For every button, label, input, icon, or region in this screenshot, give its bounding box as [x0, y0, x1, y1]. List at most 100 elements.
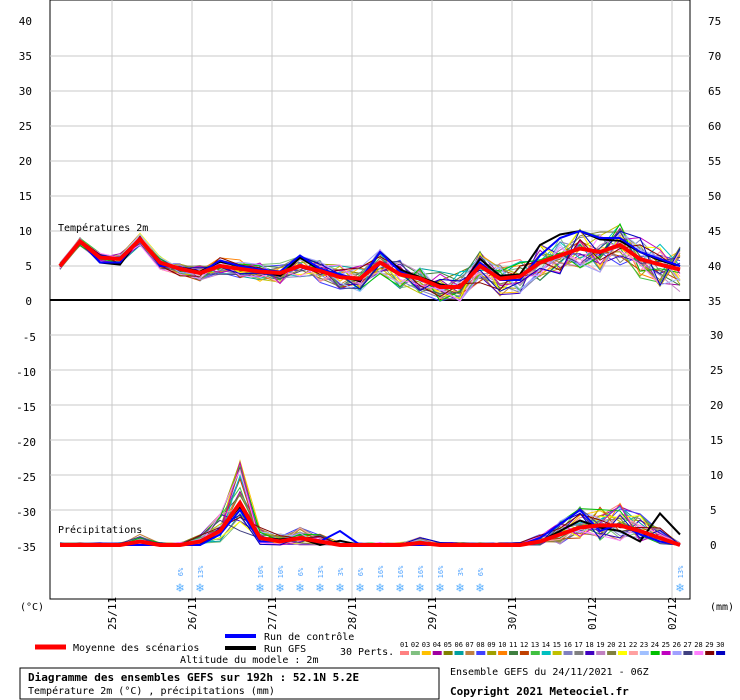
member-color-swatch: [509, 651, 518, 655]
member-color-swatch: [410, 651, 420, 655]
snow-percent-label: 10%: [277, 565, 285, 578]
snow-percent-label: 10%: [257, 565, 265, 578]
temp-right-tick-label: 40: [708, 260, 721, 273]
member-color-swatch: [607, 651, 617, 655]
member-number-label: 19: [596, 641, 604, 649]
member-number-label: 26: [673, 641, 681, 649]
legend-gfs-label: Run GFS: [264, 644, 306, 655]
member-color-swatch: [563, 651, 573, 655]
snowflake-icon: ❄: [375, 581, 384, 596]
temp-right-tick-label: 55: [708, 155, 721, 168]
member-number-label: 27: [683, 641, 691, 649]
temp-right-tick-label: 65: [708, 85, 721, 98]
member-number-label: 03: [422, 641, 430, 649]
ensemble-member-temp-line: [59, 222, 681, 302]
member-number-label: 05: [444, 641, 452, 649]
member-number-label: 24: [651, 641, 659, 649]
left-axis-ticks: 0 5 10 15 20 25 30 35 40 -5 -10 -15 -20 -25 -30 -35: [16, 15, 36, 554]
member-number-label: 09: [487, 641, 495, 649]
precip-left-tick-label: -35: [16, 541, 36, 554]
left-unit-label: (°C): [20, 602, 44, 613]
member-color-swatch: [716, 651, 726, 655]
temp-series-line: [59, 229, 681, 290]
precip-right-tick-label: 25: [710, 364, 723, 377]
member-color-swatch: [585, 651, 595, 655]
member-color-swatch: [661, 651, 671, 655]
date-tick-label: 29/11: [426, 597, 439, 630]
legend-mean-label: Moyenne des scénarios: [73, 642, 199, 654]
snow-indicators: 6% ❄ 13% ❄ 10% ❄ 10% ❄ 6% ❄ 13% ❄ 3% ❄ 6% ❄ 16% ❄ 16% ❄ 16% ❄…: [175, 565, 685, 596]
member-color-swatch: [705, 651, 715, 655]
member-color-swatch: [552, 651, 562, 655]
member-color-swatch: [498, 651, 508, 655]
member-number-label: 12: [520, 641, 528, 649]
member-number-label: 13: [531, 641, 539, 649]
member-color-swatch: [400, 651, 409, 655]
snow-percent-label: 13%: [197, 565, 205, 578]
member-number-label: 02: [411, 641, 419, 649]
member-number-label: 14: [542, 641, 550, 649]
snow-percent-label: 16%: [437, 565, 445, 578]
precip-left-tick-label: -15: [16, 401, 36, 414]
member-color-swatch: [639, 651, 649, 655]
temp-tick-label: 20: [19, 155, 32, 168]
snow-percent-label: 16%: [397, 565, 405, 578]
member-number-label: 29: [705, 641, 713, 649]
snowflake-icon: ❄: [675, 581, 684, 596]
snow-percent-label: 16%: [377, 565, 385, 578]
altitude-label: Altitude du modele : 2m: [180, 655, 318, 666]
date-tick-label: 02/12: [666, 597, 679, 630]
member-number-label: 07: [465, 641, 473, 649]
snowflake-icon: ❄: [275, 581, 284, 596]
date-axis-ticks: 25/11 26/11 27/11 28/11 29/11 30/11 01/12 02/12: [106, 597, 679, 630]
snowflake-icon: ❄: [355, 581, 364, 596]
ensemble-member-temp-line: [59, 230, 681, 294]
member-color-swatch: [487, 651, 497, 655]
member-number-label: 10: [498, 641, 506, 649]
temp-tick-label: 35: [19, 50, 32, 63]
snow-percent-label: 13%: [677, 565, 685, 578]
footer-title: Diagramme des ensembles GEFS sur 192h : …: [28, 671, 359, 684]
snow-percent-label: 3%: [457, 567, 465, 576]
snowflake-icon: ❄: [435, 581, 444, 596]
member-number-label: 18: [585, 641, 593, 649]
snowflake-icon: ❄: [175, 581, 184, 596]
snow-percent-label: 16%: [417, 565, 425, 578]
date-tick-label: 28/11: [346, 597, 359, 630]
member-number-label: 01: [400, 641, 408, 649]
date-tick-label: 26/11: [186, 597, 199, 630]
member-color-swatch: [530, 651, 540, 655]
member-swatches: 01 02 03 04 05 06 07 08 09 10 11 12 13 14 15 16 17 18 19 20…: [400, 641, 726, 655]
precip-right-tick-label: 10: [710, 469, 723, 482]
temp-tick-label: 15: [19, 190, 32, 203]
member-number-label: 16: [564, 641, 572, 649]
snow-percent-label: 6%: [297, 567, 305, 576]
snowflake-icon: ❄: [315, 581, 324, 596]
member-color-swatch: [574, 651, 584, 655]
member-number-label: 21: [618, 641, 626, 649]
legend-perts-label: 30 Perts.: [340, 647, 394, 658]
precip-series-line: [60, 499, 681, 547]
temp-tick-label: 40: [19, 15, 32, 28]
footer-run: Ensemble GEFS du 24/11/2021 - 06Z: [450, 667, 649, 678]
member-number-label: 08: [476, 641, 484, 649]
right-unit-label: (mm): [710, 602, 734, 613]
precip-left-tick-label: -20: [16, 436, 36, 449]
snowflake-icon: ❄: [475, 581, 484, 596]
snowflake-icon: ❄: [415, 581, 424, 596]
member-color-swatch: [694, 651, 704, 655]
snowflake-icon: ❄: [335, 581, 344, 596]
member-color-swatch: [519, 651, 529, 655]
member-number-label: 04: [433, 641, 441, 649]
member-color-swatch: [421, 651, 431, 655]
temp-tick-label: 0: [25, 295, 32, 308]
member-color-swatch: [476, 651, 486, 655]
precip-left-tick-label: -30: [16, 506, 36, 519]
member-color-swatch: [628, 651, 638, 655]
temp-tick-label: 25: [19, 120, 32, 133]
date-tick-label: 27/11: [266, 597, 279, 630]
snowflake-icon: ❄: [395, 581, 404, 596]
temp-right-tick-label: 60: [708, 120, 721, 133]
